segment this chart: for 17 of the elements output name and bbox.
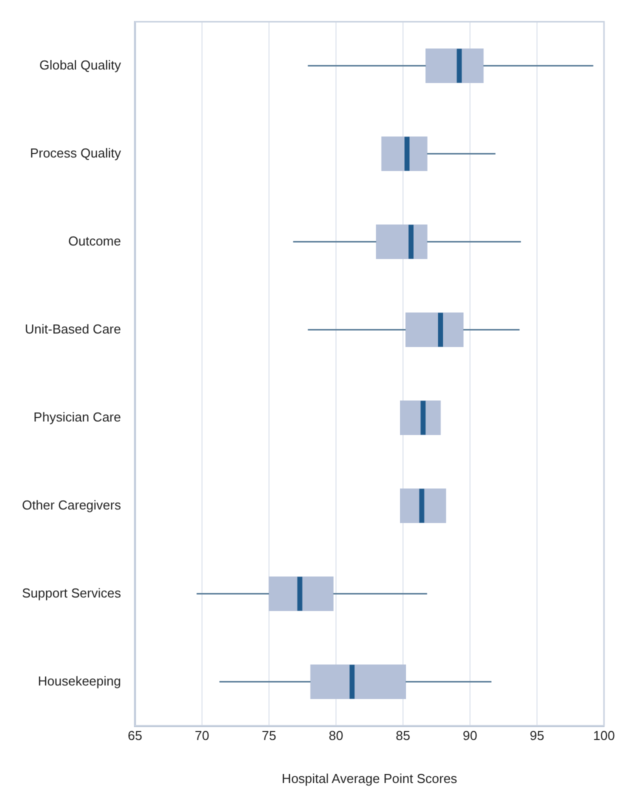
y-tick-label: Other Caregivers [22,497,122,512]
x-tick-label: 80 [328,728,344,744]
y-tick-label: Global Quality [39,57,122,72]
x-tick-label: 85 [396,728,410,744]
y-tick-label: Support Services [22,585,122,600]
x-tick-label: 65 [128,728,142,744]
y-tick-label: Unit-Based Care [24,321,121,336]
x-tick-label: 75 [262,728,276,744]
x-tick-label: 90 [462,728,478,744]
y-tick-label: Housekeeping [38,673,121,688]
y-tick-label: Process Quality [30,145,122,160]
x-axis-title: Hospital Average Point Scores [282,770,458,786]
x-tick-label: 100 [593,728,615,744]
y-tick-label: Physician Care [34,409,121,424]
x-tick-label: 70 [194,728,210,744]
x-tick-label: 95 [530,728,544,744]
y-tick-label: Outcome [68,233,121,248]
